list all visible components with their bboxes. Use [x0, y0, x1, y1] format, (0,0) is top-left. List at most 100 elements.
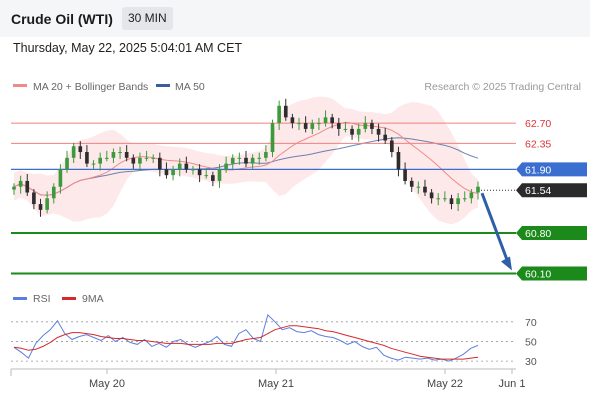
ma20-line — [13, 121, 479, 196]
candle-body — [104, 157, 109, 159]
rsi-ma-line — [13, 325, 479, 360]
candle — [197, 164, 202, 183]
rsi-tick-label: 50 — [525, 336, 537, 348]
candle-body — [416, 186, 421, 188]
candle-body — [184, 163, 189, 170]
time-tick-label: Jun 1 — [499, 378, 526, 390]
candle-body — [250, 157, 255, 164]
candle-body — [343, 128, 348, 130]
projection-arrow-head — [501, 256, 512, 271]
candle — [350, 125, 354, 140]
candle-body — [257, 157, 262, 159]
candle — [230, 154, 235, 169]
candle — [449, 194, 454, 210]
candle — [25, 174, 30, 196]
rsi-legend-swatch — [13, 297, 27, 300]
candle — [184, 156, 189, 173]
candle — [297, 117, 301, 131]
candle — [403, 162, 407, 185]
instrument-title: Crude Oil (WTI) — [11, 11, 113, 27]
candle — [211, 171, 215, 187]
candle — [18, 175, 23, 194]
candle — [58, 164, 63, 194]
candle — [78, 141, 83, 159]
candle — [237, 152, 242, 165]
candle — [171, 165, 175, 181]
chart-datetime: Thursday, May 22, 2025 5:04:01 AM CET — [13, 41, 243, 55]
candle — [383, 127, 388, 144]
candle — [462, 191, 467, 202]
candle — [317, 117, 321, 131]
candle — [290, 113, 295, 129]
candle-body — [177, 163, 182, 170]
candle-body — [436, 198, 441, 200]
candle-body — [449, 198, 454, 205]
candle-body — [303, 123, 308, 129]
candle-body — [244, 157, 248, 164]
candle-body — [224, 163, 228, 170]
candle — [191, 165, 195, 175]
candle — [111, 148, 116, 164]
candle-body — [171, 169, 175, 176]
candle-body — [383, 134, 388, 141]
chart-header: Crude Oil (WTI) 30 MIN — [0, 0, 590, 37]
ma20-legend-label: MA 20 + Bollinger Bands — [33, 81, 148, 93]
candle-body — [85, 152, 89, 164]
candle-body — [78, 146, 83, 153]
candle — [310, 119, 315, 135]
candle — [151, 154, 156, 164]
candle — [65, 150, 69, 173]
candle — [396, 146, 401, 177]
candle-body — [317, 123, 321, 125]
candle — [124, 145, 129, 162]
candle-body — [58, 169, 63, 187]
candle-body — [363, 123, 368, 129]
time-tick-label: May 22 — [427, 378, 463, 390]
candle-body — [98, 157, 102, 164]
candle — [51, 183, 56, 204]
candle-body — [290, 117, 295, 124]
candle — [177, 158, 182, 177]
candle — [456, 193, 460, 211]
candle-body — [469, 192, 474, 199]
candle-body — [138, 157, 142, 164]
candle-body — [45, 198, 49, 210]
level-label-60.80: 60.80 — [516, 225, 587, 240]
candle — [336, 117, 341, 136]
candle — [409, 177, 414, 192]
candle-body — [443, 198, 447, 200]
candle — [91, 160, 96, 169]
candle-body — [144, 157, 149, 159]
candle-body — [462, 198, 467, 200]
candle — [330, 113, 334, 129]
candle — [376, 123, 381, 142]
candle — [390, 137, 394, 158]
candle-body — [370, 123, 374, 129]
candle — [118, 146, 122, 159]
rsi-tick-label: 70 — [525, 317, 537, 329]
timeframe-button[interactable]: 30 MIN — [122, 7, 173, 30]
candle-body — [204, 175, 209, 177]
candle-body — [376, 128, 381, 135]
candle-body — [91, 163, 96, 165]
candle-body — [409, 180, 414, 187]
candle — [85, 145, 89, 168]
candle — [12, 183, 16, 195]
candle-body — [164, 169, 169, 176]
time-tick-label: May 21 — [258, 378, 294, 390]
candle-body — [18, 180, 23, 187]
candle — [131, 154, 136, 169]
ma50-legend-swatch — [156, 84, 170, 87]
candle-body — [71, 146, 76, 158]
candle — [343, 121, 348, 133]
candle — [416, 181, 421, 194]
candle — [38, 198, 43, 217]
candle — [32, 189, 36, 210]
candle-body — [297, 123, 301, 125]
candle — [71, 142, 76, 164]
candle-body — [270, 123, 275, 153]
candle-body — [403, 169, 407, 181]
candle — [363, 116, 368, 133]
candle-body — [25, 180, 30, 193]
